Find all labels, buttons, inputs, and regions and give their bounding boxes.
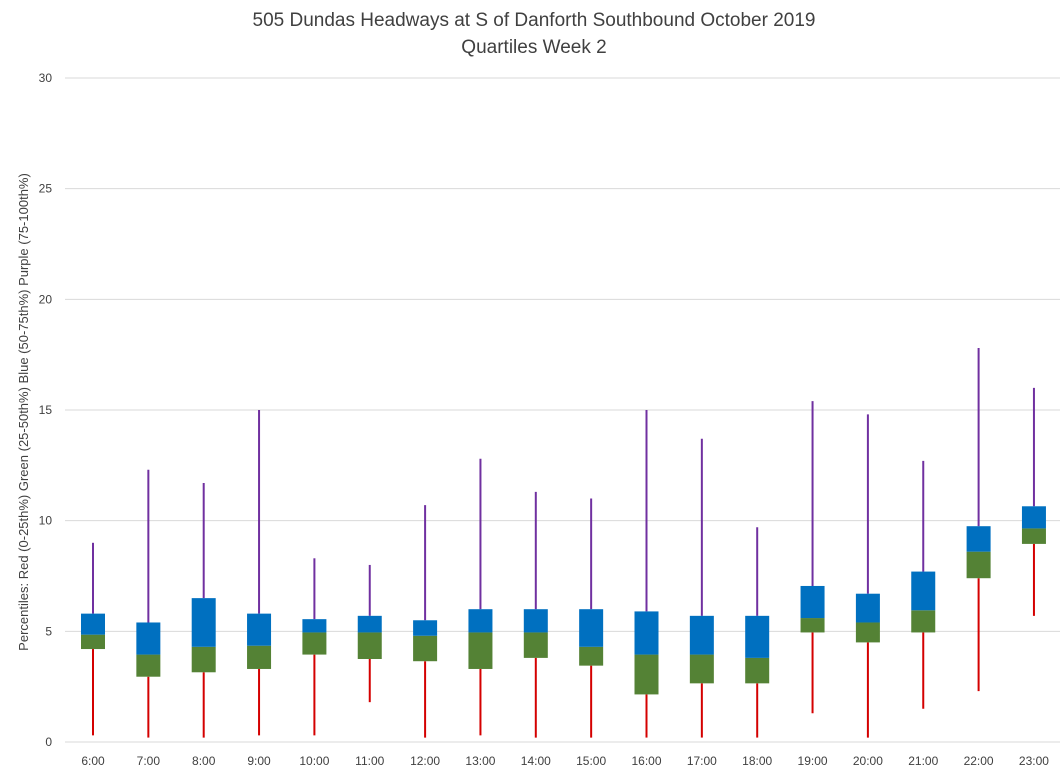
gridlines: [65, 77, 1060, 743]
x-tick-label: 11:00: [355, 754, 384, 768]
box-16:00: [634, 410, 659, 738]
x-tick-label: 8:00: [192, 754, 216, 768]
box-11:00: [357, 564, 382, 703]
box-6:00: [81, 542, 105, 736]
box-upper-half: [966, 526, 991, 552]
box-14:00: [523, 491, 548, 738]
box-upper-half: [468, 609, 493, 633]
box-upper-half: [523, 609, 548, 633]
box-21:00: [911, 460, 936, 709]
box-lower-half: [855, 622, 880, 643]
box-lower-half: [1021, 528, 1046, 544]
box-8:00: [191, 483, 216, 738]
box-upper-half: [855, 593, 880, 623]
y-axis-label: Percentiles: Red (0-25th%) Green (25-50t…: [16, 173, 31, 651]
x-tick-label: 7:00: [137, 754, 161, 768]
box-lower-half: [911, 610, 936, 633]
x-tick-label: 15:00: [576, 754, 606, 768]
y-tick-label: 25: [39, 182, 53, 196]
box-upper-half: [302, 619, 327, 633]
box-upper-half: [81, 613, 105, 635]
box-9:00: [247, 410, 272, 736]
chart-title-line-1: 505 Dundas Headways at S of Danforth Sou…: [253, 10, 816, 31]
y-tick-label: 0: [45, 735, 52, 749]
x-tick-label: 22:00: [964, 754, 994, 768]
box-lower-half: [800, 618, 825, 633]
x-tick-label: 12:00: [410, 754, 440, 768]
box-lower-half: [413, 635, 438, 662]
box-upper-half: [136, 622, 161, 655]
box-18:00: [745, 527, 770, 738]
box-lower-half: [966, 551, 991, 579]
box-lower-half: [468, 632, 493, 669]
x-tick-labels: 6:00 7:00 8:00 9:00 10:00 11:00 12:00 13:00 14:0…: [81, 754, 1049, 768]
box-upper-half: [689, 615, 714, 655]
box-lower-half: [136, 654, 161, 677]
box-upper-half: [634, 611, 659, 655]
y-tick-label: 20: [39, 292, 53, 306]
box-12:00: [413, 505, 438, 738]
box-lower-half: [357, 632, 382, 659]
box-19:00: [800, 401, 825, 714]
x-tick-label: 20:00: [853, 754, 883, 768]
y-tick-label: 10: [39, 514, 53, 528]
x-tick-label: 21:00: [908, 754, 938, 768]
box-7:00: [136, 469, 161, 738]
box-lower-half: [191, 646, 216, 673]
box-lower-half: [81, 634, 105, 650]
x-tick-label: 10:00: [299, 754, 329, 768]
box-22:00: [966, 348, 991, 692]
boxes: [81, 348, 1046, 738]
box-lower-half: [634, 654, 659, 695]
box-lower-half: [579, 646, 604, 666]
x-tick-label: 9:00: [247, 754, 271, 768]
x-tick-label: 18:00: [742, 754, 772, 768]
box-upper-half: [247, 613, 272, 646]
x-tick-label: 14:00: [521, 754, 551, 768]
box-upper-half: [413, 620, 438, 636]
chart-title-line-2: Quartiles Week 2: [461, 37, 606, 58]
y-tick-label: 30: [39, 71, 53, 85]
box-23:00: [1021, 387, 1046, 616]
x-tick-label: 23:00: [1019, 754, 1049, 768]
box-upper-half: [191, 598, 216, 647]
x-tick-label: 13:00: [465, 754, 495, 768]
box-upper-half: [911, 571, 936, 611]
x-tick-label: 16:00: [631, 754, 661, 768]
box-lower-half: [247, 645, 272, 669]
box-lower-half: [302, 632, 327, 655]
box-15:00: [579, 498, 604, 738]
y-tick-label: 5: [45, 624, 52, 638]
box-upper-half: [1021, 506, 1046, 529]
x-tick-label: 6:00: [81, 754, 105, 768]
box-lower-half: [689, 654, 714, 684]
x-tick-label: 17:00: [687, 754, 717, 768]
box-upper-half: [745, 615, 770, 658]
box-upper-half: [579, 609, 604, 647]
y-tick-labels: 0 5 10 15 20 25 30: [39, 71, 53, 749]
box-20:00: [855, 414, 880, 738]
box-10:00: [302, 558, 327, 736]
y-tick-label: 15: [39, 403, 53, 417]
box-lower-half: [523, 632, 548, 658]
x-tick-label: 19:00: [798, 754, 828, 768]
box-upper-half: [800, 585, 825, 619]
box-upper-half: [357, 615, 382, 633]
box-lower-half: [745, 657, 770, 684]
box-17:00: [689, 438, 714, 738]
box-13:00: [468, 458, 493, 736]
